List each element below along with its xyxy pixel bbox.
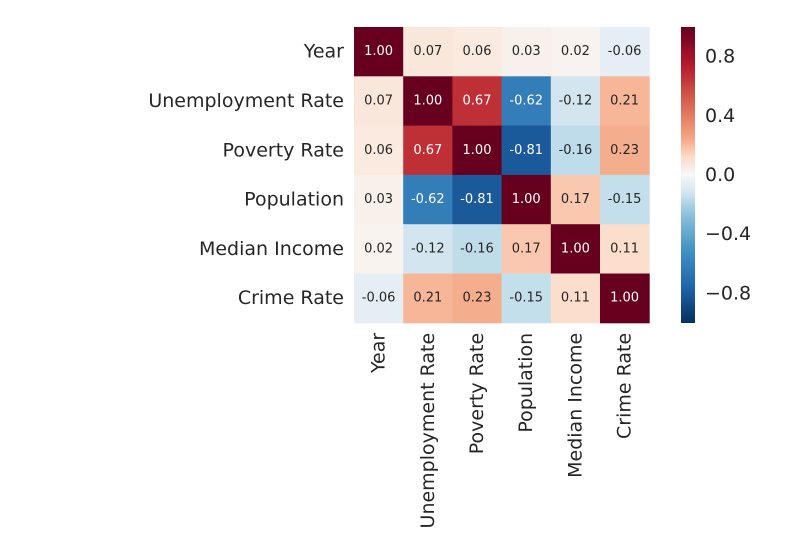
colorbar-ticks: 0.8 0.4 0.0 −0.4 −0.8 <box>705 46 751 305</box>
cell-value-label: 1.00 <box>364 44 393 59</box>
column-label: Population <box>515 333 537 433</box>
heatmap-cell <box>403 125 453 176</box>
row-label: Population <box>244 189 344 211</box>
colorbar-tick-label: 0.0 <box>705 164 735 186</box>
row-label: Median Income <box>199 238 344 260</box>
cell-value-label: -0.06 <box>362 291 396 306</box>
row-label: Year <box>303 41 344 63</box>
heatmap-cell <box>403 273 453 324</box>
heatmap-cell <box>452 273 503 324</box>
cell-value-label: 0.07 <box>413 44 442 59</box>
column-label: Year <box>368 333 390 374</box>
cell-value-label: 0.67 <box>463 93 492 108</box>
column-label: Median Income <box>564 333 586 478</box>
cell-value-label: 0.17 <box>512 241 541 256</box>
heatmap-cell <box>600 224 650 274</box>
colorbar-tick-label: 0.4 <box>705 105 735 127</box>
column-label: Poverty Rate <box>466 333 488 454</box>
cell-value-label: -0.16 <box>559 143 593 158</box>
cell-value-label: 0.11 <box>610 241 639 256</box>
heatmap-cells <box>354 27 650 324</box>
cell-value-label: 1.00 <box>610 291 639 306</box>
cell-value-label: 0.23 <box>610 143 639 158</box>
heatmap-cell <box>550 174 601 225</box>
heatmap-cell <box>600 125 650 176</box>
column-label: Crime Rate <box>614 333 636 439</box>
cell-value-label: -0.16 <box>460 241 494 256</box>
heatmap-cell <box>550 27 601 77</box>
cell-value-label: 0.11 <box>561 291 590 306</box>
heatmap-cell <box>600 76 650 127</box>
heatmap-cell <box>403 224 453 274</box>
cell-value-label: 1.00 <box>561 241 590 256</box>
heatmap-cell <box>550 224 601 274</box>
row-labels: Year Unemployment Rate Poverty Rate Populat… <box>148 41 344 309</box>
row-label: Poverty Rate <box>223 139 344 161</box>
cell-value-label: -0.12 <box>411 241 445 256</box>
cell-value-label: 0.03 <box>512 44 541 59</box>
cell-value-label: 0.02 <box>364 241 393 256</box>
heatmap-cell <box>403 174 453 225</box>
heatmap-cell <box>501 174 552 225</box>
cell-value-label: 1.00 <box>512 192 541 207</box>
heatmap-cell <box>501 27 552 77</box>
colorbar-tick-label: 0.8 <box>705 46 735 68</box>
cell-value-label: 0.02 <box>561 44 590 59</box>
cell-value-label: 0.06 <box>463 44 492 59</box>
heatmap-cell <box>354 273 404 324</box>
column-labels: Year Unemployment Rate Poverty Rate Populat… <box>368 333 636 529</box>
heatmap-cell <box>452 174 503 225</box>
cell-value-label: 0.06 <box>364 143 393 158</box>
heatmap-cell <box>403 27 453 77</box>
heatmap-cell <box>600 273 650 324</box>
cell-value-label: 0.21 <box>413 291 442 306</box>
row-label: Unemployment Rate <box>148 90 344 112</box>
cell-value-label: 0.07 <box>364 93 393 108</box>
colorbar-tick-label: −0.4 <box>705 223 751 245</box>
colorbar-gradient <box>681 27 695 323</box>
heatmap-cell <box>600 174 650 225</box>
cell-value-label: 0.21 <box>610 93 639 108</box>
cell-value-label: -0.15 <box>608 192 642 207</box>
cell-value-label: -0.62 <box>509 93 543 108</box>
heatmap-cell-values: 1.00 0.07 0.06 0.03 0.02 -0.06 0.07 1.00 0.67 -0.… <box>362 44 642 306</box>
cell-value-label: 0.23 <box>463 291 492 306</box>
heatmap-cell <box>452 224 503 274</box>
cell-value-label: -0.62 <box>411 192 445 207</box>
cell-value-label: 0.03 <box>364 192 393 207</box>
cell-value-label: 0.67 <box>413 143 442 158</box>
heatmap-cell <box>354 76 404 127</box>
colorbar: 0.8 0.4 0.0 −0.4 −0.8 <box>681 27 751 323</box>
heatmap-cell <box>354 125 404 176</box>
heatmap-cell <box>550 125 601 176</box>
cell-value-label: 1.00 <box>413 93 442 108</box>
heatmap-cell <box>354 224 404 274</box>
cell-value-label: -0.81 <box>509 143 543 158</box>
heatmap-cell <box>600 27 650 77</box>
cell-value-label: -0.12 <box>559 93 593 108</box>
cell-value-label: -0.06 <box>608 44 642 59</box>
heatmap-cell <box>452 27 503 77</box>
heatmap-cell <box>501 273 552 324</box>
heatmap-cell <box>452 76 503 127</box>
heatmap-cell <box>501 224 552 274</box>
heatmap-cell <box>501 125 552 176</box>
heatmap-cell <box>550 273 601 324</box>
cell-value-label: -0.15 <box>509 291 543 306</box>
column-label: Unemployment Rate <box>417 333 439 529</box>
heatmap-cell <box>550 76 601 127</box>
heatmap-cell <box>354 174 404 225</box>
colorbar-tick-label: −0.8 <box>705 282 751 304</box>
heatmap-cell <box>452 125 503 176</box>
cell-value-label: 1.00 <box>463 143 492 158</box>
row-label: Crime Rate <box>238 287 344 309</box>
cell-value-label: 0.17 <box>561 192 590 207</box>
heatmap-cell <box>403 76 453 127</box>
heatmap-cell <box>501 76 552 127</box>
cell-value-label: -0.81 <box>460 192 494 207</box>
heatmap-cell <box>354 27 404 77</box>
